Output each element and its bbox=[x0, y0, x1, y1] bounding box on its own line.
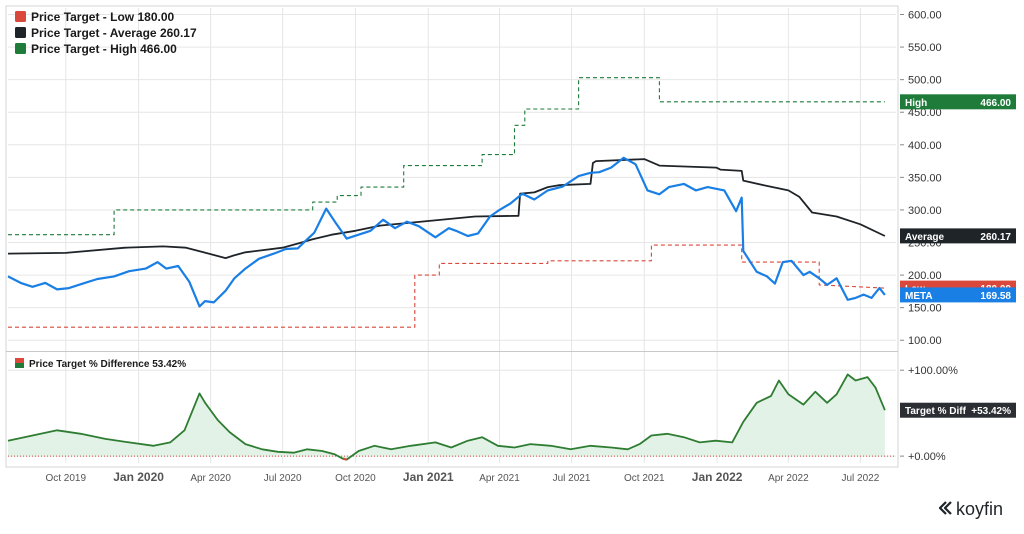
badge-bg-meta bbox=[900, 287, 1016, 303]
diff-legend-swatch-bottom bbox=[15, 363, 24, 368]
legend-item-high[interactable]: Price Target - High 466.00 bbox=[15, 42, 177, 56]
y-tick-label: 400.00 bbox=[908, 140, 942, 152]
panel-frame bbox=[5, 5, 899, 468]
y-tick-label: 300.00 bbox=[908, 205, 942, 217]
legend-label-average: Price Target - Average 260.17 bbox=[31, 26, 197, 40]
badge-target-diff: Target % Diff +53.42% bbox=[900, 402, 1016, 418]
diff-line bbox=[7, 373, 886, 461]
main-grid bbox=[8, 8, 896, 463]
badge-value-average: 260.17 bbox=[980, 232, 1011, 243]
badge-high: High 466.00 bbox=[900, 94, 1016, 110]
x-tick-label: Apr 2021 bbox=[479, 473, 520, 484]
koyfin-wordmark: koyfin bbox=[956, 499, 1003, 519]
diff-legend-swatch-top bbox=[15, 358, 24, 363]
badge-label-average: Average bbox=[905, 232, 945, 243]
value-badges: High466.00Average260.17Low180.00META169.… bbox=[900, 94, 1016, 418]
koyfin-logo[interactable]: koyfin bbox=[938, 499, 1003, 519]
x-tick-label: Apr 2020 bbox=[190, 473, 231, 484]
chart-border bbox=[5, 5, 899, 468]
x-axis: Oct 2019 Jan 2020 Apr 2020 Jul 2020 Oct 2020… bbox=[45, 470, 879, 484]
series-line-meta bbox=[7, 156, 886, 308]
diff-area-fill bbox=[8, 374, 885, 460]
badge-value-high: 466.00 bbox=[980, 98, 1011, 109]
y-tick-label: 550.00 bbox=[908, 42, 942, 54]
legend-swatch-low bbox=[15, 11, 26, 22]
legend-label-high: Price Target - High 466.00 bbox=[31, 42, 177, 56]
diff-legend: Price Target % Difference 53.42% bbox=[15, 358, 186, 370]
badge-label-target-diff: Target % Diff bbox=[905, 406, 967, 417]
diff-y-tick-label: +100.00% bbox=[908, 365, 958, 377]
x-tick-label: Oct 2021 bbox=[624, 473, 665, 484]
series-line-average bbox=[7, 158, 886, 259]
koyfin-mark-icon bbox=[938, 501, 952, 515]
y-tick-label: 450.00 bbox=[908, 107, 942, 119]
y-tick-label: 100.00 bbox=[908, 335, 942, 347]
legend-item-average[interactable]: Price Target - Average 260.17 bbox=[15, 26, 197, 40]
diff-series-layer bbox=[7, 373, 896, 461]
x-tick-label: Jul 2021 bbox=[553, 473, 591, 484]
badge-average: Average 260.17 bbox=[900, 228, 1016, 244]
legend-swatch-high bbox=[15, 43, 26, 54]
badge-bg-average bbox=[900, 228, 1016, 244]
legend-swatch-average bbox=[15, 27, 26, 38]
x-tick-label: Jul 2022 bbox=[841, 473, 879, 484]
series-line-high bbox=[8, 77, 885, 236]
legend: Price Target - Low 180.00 Price Target -… bbox=[15, 10, 197, 56]
x-tick-label: Jan 2022 bbox=[692, 470, 743, 484]
x-tick-label: Oct 2020 bbox=[335, 473, 376, 484]
diff-y-axis: +0.00% +100.00% bbox=[900, 365, 958, 463]
y-tick-label: 600.00 bbox=[908, 10, 942, 22]
diff-y-tick-label: +0.00% bbox=[908, 451, 946, 463]
main-series-layer bbox=[7, 77, 886, 328]
y-tick-label: 200.00 bbox=[908, 270, 942, 282]
y-tick-label: 500.00 bbox=[908, 75, 942, 87]
diff-legend-label: Price Target % Difference 53.42% bbox=[29, 359, 186, 370]
badge-value-meta: 169.58 bbox=[980, 291, 1011, 302]
x-tick-label: Jan 2021 bbox=[403, 470, 454, 484]
x-tick-label: Oct 2019 bbox=[45, 473, 86, 484]
badge-value-target-diff: +53.42% bbox=[971, 406, 1011, 417]
badge-bg-target-diff bbox=[900, 402, 1016, 418]
badge-meta: META 169.58 bbox=[900, 287, 1016, 303]
y-tick-label: 150.00 bbox=[908, 303, 942, 315]
legend-item-low[interactable]: Price Target - Low 180.00 bbox=[15, 10, 174, 24]
badge-bg-high bbox=[900, 94, 1016, 110]
badge-label-high: High bbox=[905, 98, 927, 109]
y-tick-label: 350.00 bbox=[908, 172, 942, 184]
legend-label-low: Price Target - Low 180.00 bbox=[31, 10, 174, 24]
x-tick-label: Jul 2020 bbox=[264, 473, 302, 484]
x-tick-label: Jan 2020 bbox=[113, 470, 164, 484]
series-line-low bbox=[8, 244, 885, 328]
badge-label-meta: META bbox=[905, 291, 933, 302]
diff-negative-segment bbox=[342, 457, 347, 461]
x-tick-label: Apr 2022 bbox=[768, 473, 809, 484]
